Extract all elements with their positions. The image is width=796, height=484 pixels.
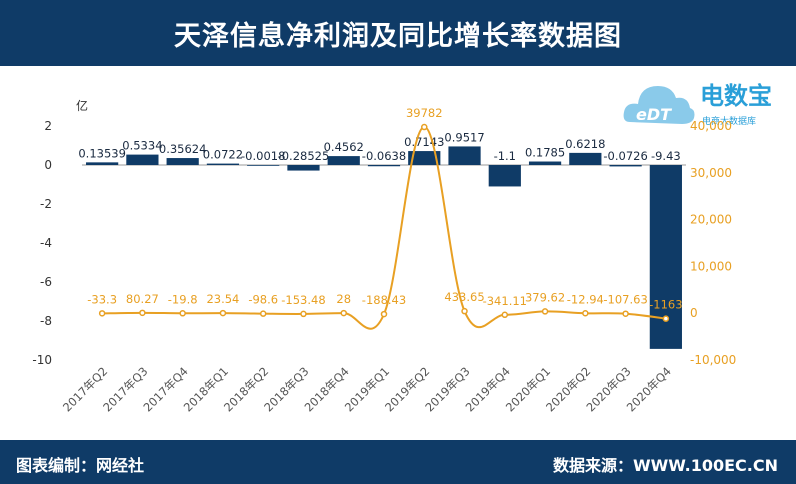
y-left-tick-label: -6 xyxy=(40,275,52,289)
bar-value-label: -0.28525 xyxy=(278,149,330,163)
footer-editor: 图表编制：网经社 xyxy=(16,456,145,475)
y-left-tick-label: -8 xyxy=(40,314,52,328)
line-value-label: -12.94 xyxy=(567,292,604,306)
footer-banner: 图表编制：网经社 数据来源：WWW.100EC.CN xyxy=(0,440,796,484)
y-left-tick-label: -2 xyxy=(40,197,52,211)
bar-value-label: 0.6218 xyxy=(565,137,605,151)
line-point xyxy=(139,309,146,317)
y-right-tick-label: 0 xyxy=(690,306,698,320)
bar-value-label: 0.0722 xyxy=(203,148,243,162)
bar xyxy=(609,165,642,167)
line-value-label: 433.65 xyxy=(444,290,484,304)
bar xyxy=(247,165,280,166)
line-point xyxy=(179,310,186,317)
brand-logo: eDT 电数宝 电商大数据库 xyxy=(623,82,772,127)
bar xyxy=(569,152,602,165)
y-left-tick-label: 2 xyxy=(44,119,52,133)
line-point xyxy=(300,310,307,318)
logo-badge: eDT xyxy=(636,105,672,124)
y-left-tick-label: 0 xyxy=(44,158,52,172)
bar xyxy=(448,146,481,165)
line-point xyxy=(582,310,589,317)
y-right-tick-label: 10,000 xyxy=(690,259,732,273)
line-value-label: 23.54 xyxy=(206,292,239,306)
bar xyxy=(287,165,320,171)
title-banner: 天泽信息净利润及同比增长率数据图 xyxy=(0,0,796,66)
bar xyxy=(367,165,401,167)
line-point xyxy=(662,315,670,322)
y-right-tick-label: 30,000 xyxy=(690,166,732,180)
line-value-label: -33.3 xyxy=(87,292,117,306)
line-point xyxy=(380,310,388,318)
line-value-label: -188.43 xyxy=(362,293,406,307)
bar xyxy=(206,163,240,165)
line-value-label: -1163 xyxy=(649,298,682,312)
line-point xyxy=(622,310,629,317)
bar-value-label: 0.5334 xyxy=(122,139,162,153)
line-value-label: 80.27 xyxy=(126,292,159,306)
line-point xyxy=(259,310,267,317)
logo-name: 电数宝 xyxy=(700,82,772,110)
y-left-unit-label: 亿 xyxy=(76,98,88,113)
line-value-label: 379.62 xyxy=(525,290,565,304)
line-point xyxy=(340,309,347,317)
line-value-label: -19.8 xyxy=(168,292,198,306)
bar-value-label: -0.0018 xyxy=(241,149,285,163)
cloud-icon xyxy=(623,86,695,124)
bar-value-label: -0.0638 xyxy=(362,149,406,163)
line-value-label: 28 xyxy=(336,292,351,306)
bar-value-label: 0.7143 xyxy=(404,135,444,149)
line-point xyxy=(501,311,509,319)
bar xyxy=(528,161,562,165)
bar-value-label: 0.13539 xyxy=(78,146,126,160)
bar-value-label: 0.9517 xyxy=(444,130,484,144)
bar xyxy=(488,165,521,187)
footer-source: 数据来源：WWW.100EC.CN xyxy=(552,456,778,475)
bar xyxy=(327,156,360,165)
bar-value-label: -0.0726 xyxy=(603,149,647,163)
line-value-label: -98.6 xyxy=(248,293,278,307)
bar xyxy=(126,154,159,165)
y-left-tick-label: -10 xyxy=(32,353,52,367)
profit-chart: 亿20-2-4-6-8-1040,00030,00020,00010,0000-… xyxy=(32,98,736,415)
line-point xyxy=(421,123,428,131)
bar-value-label: 0.4562 xyxy=(324,140,364,154)
bar xyxy=(408,151,441,165)
line-point xyxy=(461,307,468,315)
logo-subtitle: 电商大数据库 xyxy=(702,115,756,127)
line-point xyxy=(541,308,549,315)
bar-value-label: 0.35624 xyxy=(159,142,207,156)
bar xyxy=(86,162,119,165)
y-right-tick-label: -10,000 xyxy=(690,353,736,367)
chart-title: 天泽信息净利润及同比增长率数据图 xyxy=(174,20,622,52)
line-point xyxy=(219,309,227,317)
y-right-tick-label: 20,000 xyxy=(690,213,732,227)
line-point xyxy=(98,310,106,317)
bar-value-label: -1.1 xyxy=(494,149,516,163)
y-right-tick-label: 40,000 xyxy=(690,119,732,133)
bar-value-label: -9.43 xyxy=(651,149,681,163)
growth-rate-line xyxy=(102,126,666,330)
line-value-label: 39782 xyxy=(406,106,443,120)
line-value-label: -107.63 xyxy=(603,293,647,307)
bar-value-label: 0.1785 xyxy=(525,146,565,160)
line-value-label: -153.48 xyxy=(281,293,325,307)
line-value-label: -341.11 xyxy=(483,294,527,308)
bar xyxy=(166,158,199,165)
y-left-tick-label: -4 xyxy=(40,236,52,250)
